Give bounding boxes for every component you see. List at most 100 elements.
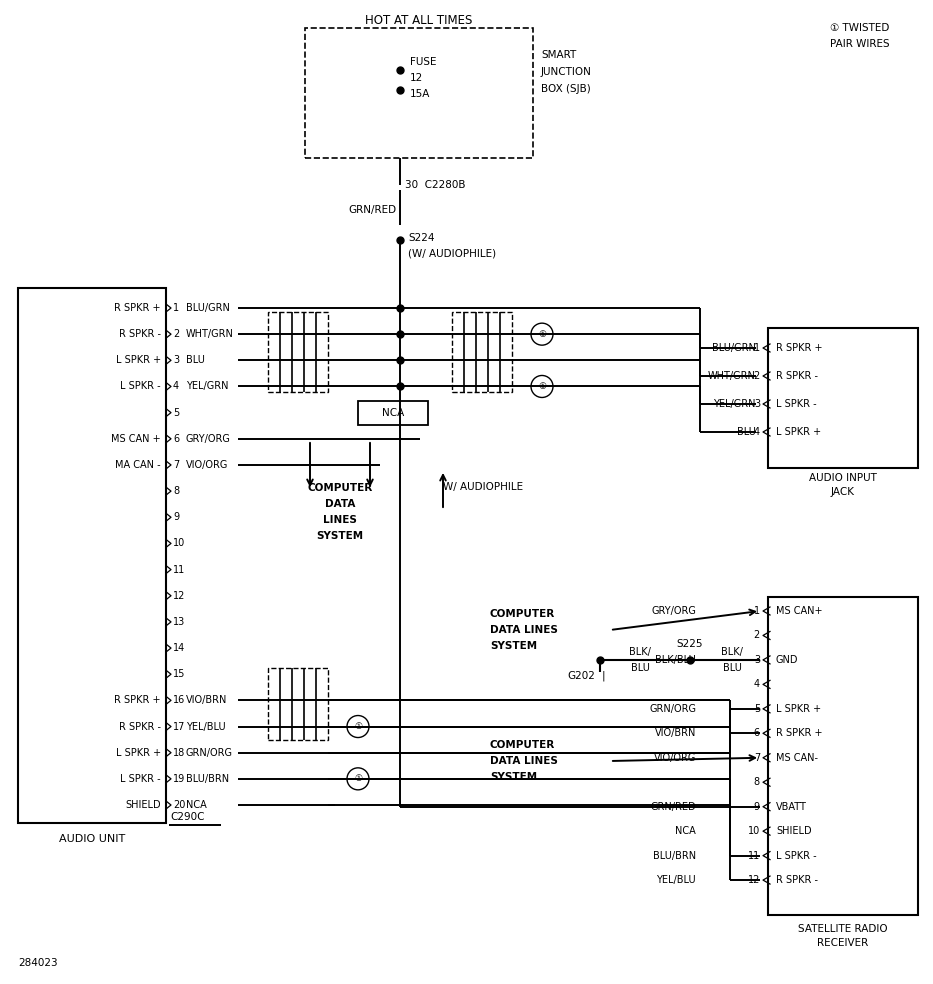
Text: 10: 10	[173, 538, 186, 548]
Text: ①: ①	[354, 722, 362, 731]
Text: 4: 4	[754, 427, 760, 437]
Text: VIO/BRN: VIO/BRN	[186, 696, 228, 706]
Text: NCA: NCA	[382, 407, 404, 417]
Text: JACK: JACK	[831, 487, 855, 497]
Text: 20: 20	[173, 800, 186, 810]
Text: W/ AUDIOPHILE: W/ AUDIOPHILE	[443, 482, 523, 492]
Text: VIO/ORG: VIO/ORG	[186, 460, 229, 470]
Text: C290C: C290C	[170, 812, 204, 822]
Text: AUDIO UNIT: AUDIO UNIT	[59, 834, 125, 844]
Text: 1: 1	[173, 303, 179, 313]
Text: 9: 9	[173, 513, 179, 523]
Text: YEL/BLU: YEL/BLU	[186, 721, 226, 731]
Text: R SPKR -: R SPKR -	[119, 721, 161, 731]
Text: BLU: BLU	[186, 355, 205, 365]
Text: R SPKR +: R SPKR +	[115, 696, 161, 706]
Text: YEL/BLU: YEL/BLU	[657, 875, 696, 885]
Text: 15: 15	[173, 669, 186, 679]
Text: 9: 9	[754, 802, 760, 812]
Text: L SPKR +: L SPKR +	[776, 704, 821, 713]
Text: 8: 8	[754, 777, 760, 787]
Text: BOX (SJB): BOX (SJB)	[541, 84, 591, 94]
Text: 17: 17	[173, 721, 186, 731]
Text: 12: 12	[747, 875, 760, 885]
Text: BLU/BRN: BLU/BRN	[186, 773, 230, 784]
Text: YEL/GRN: YEL/GRN	[186, 382, 229, 392]
Text: WHT/GRN: WHT/GRN	[708, 371, 756, 381]
Text: 2: 2	[754, 631, 760, 641]
Text: BLK/: BLK/	[629, 646, 651, 657]
Text: 16: 16	[173, 696, 186, 706]
Text: MS CAN+: MS CAN+	[776, 606, 823, 616]
Bar	[358, 400, 428, 425]
Text: VBATT: VBATT	[776, 802, 807, 812]
Text: 14: 14	[173, 644, 186, 653]
Text: BLU: BLU	[631, 663, 649, 673]
Text: L SPKR -: L SPKR -	[120, 382, 161, 392]
Text: YEL/GRN: YEL/GRN	[714, 399, 756, 409]
Text: DATA LINES: DATA LINES	[490, 756, 558, 766]
Text: SHIELD: SHIELD	[776, 827, 812, 836]
Text: 4: 4	[754, 679, 760, 690]
Text: (W/ AUDIOPHILE): (W/ AUDIOPHILE)	[408, 249, 496, 259]
Text: FUSE: FUSE	[410, 57, 437, 67]
Text: 3: 3	[754, 399, 760, 409]
Text: PAIR WIRES: PAIR WIRES	[830, 39, 890, 49]
Text: NCA: NCA	[675, 827, 696, 836]
Text: COMPUTER: COMPUTER	[490, 609, 555, 619]
Text: R SPKR +: R SPKR +	[115, 303, 161, 313]
Text: S225: S225	[676, 639, 703, 648]
Text: R SPKR +: R SPKR +	[776, 343, 823, 353]
Bar	[305, 28, 533, 158]
Text: 30  C2280B: 30 C2280B	[405, 180, 466, 190]
Text: GRN/ORG: GRN/ORG	[186, 748, 233, 758]
Text: HOT AT ALL TIMES: HOT AT ALL TIMES	[366, 14, 473, 27]
Text: GND: GND	[776, 655, 799, 665]
Text: L SPKR +: L SPKR +	[776, 427, 821, 437]
Text: VIO/BRN: VIO/BRN	[655, 728, 696, 738]
Text: BLU: BLU	[722, 663, 742, 673]
Text: SYSTEM: SYSTEM	[490, 772, 537, 782]
Text: 5: 5	[754, 704, 760, 713]
Text: 4: 4	[173, 382, 179, 392]
Text: SMART: SMART	[541, 50, 577, 60]
Text: GRN/RED: GRN/RED	[348, 205, 397, 215]
Bar	[18, 288, 166, 823]
Text: BLK/: BLK/	[721, 646, 743, 657]
Text: 18: 18	[173, 748, 186, 758]
Text: S224: S224	[408, 233, 435, 243]
Text: DATA: DATA	[325, 499, 355, 509]
Text: 2: 2	[754, 371, 760, 381]
Text: R SPKR -: R SPKR -	[776, 371, 818, 381]
Text: 3: 3	[754, 655, 760, 665]
Text: WHT/GRN: WHT/GRN	[186, 330, 234, 339]
Text: DATA LINES: DATA LINES	[490, 625, 558, 635]
Text: G202: G202	[567, 671, 595, 681]
Text: GRN/ORG: GRN/ORG	[649, 704, 696, 713]
Text: 7: 7	[173, 460, 179, 470]
Text: BLU/GRN: BLU/GRN	[712, 343, 756, 353]
Text: 1: 1	[754, 606, 760, 616]
Text: COMPUTER: COMPUTER	[307, 483, 372, 493]
Text: 6: 6	[754, 728, 760, 738]
Text: SHIELD: SHIELD	[125, 800, 161, 810]
Text: NCA: NCA	[186, 800, 207, 810]
Bar	[768, 328, 918, 468]
Text: GRY/ORG: GRY/ORG	[651, 606, 696, 616]
Text: 5: 5	[173, 407, 179, 417]
Text: RECEIVER: RECEIVER	[817, 938, 869, 948]
Text: VIO/ORG: VIO/ORG	[654, 753, 696, 763]
Text: BLK/BLU: BLK/BLU	[655, 655, 696, 665]
Bar	[768, 597, 918, 915]
Text: LINES: LINES	[323, 515, 357, 525]
Text: 19: 19	[173, 773, 186, 784]
Text: 7: 7	[754, 753, 760, 763]
Text: L SPKR +: L SPKR +	[116, 355, 161, 365]
Text: SATELLITE RADIO: SATELLITE RADIO	[799, 924, 888, 934]
Text: R SPKR -: R SPKR -	[776, 875, 818, 885]
Text: 8: 8	[173, 486, 179, 496]
Text: L SPKR +: L SPKR +	[116, 748, 161, 758]
Text: BLU: BLU	[737, 427, 756, 437]
Text: R SPKR -: R SPKR -	[119, 330, 161, 339]
Text: 12: 12	[173, 590, 186, 601]
